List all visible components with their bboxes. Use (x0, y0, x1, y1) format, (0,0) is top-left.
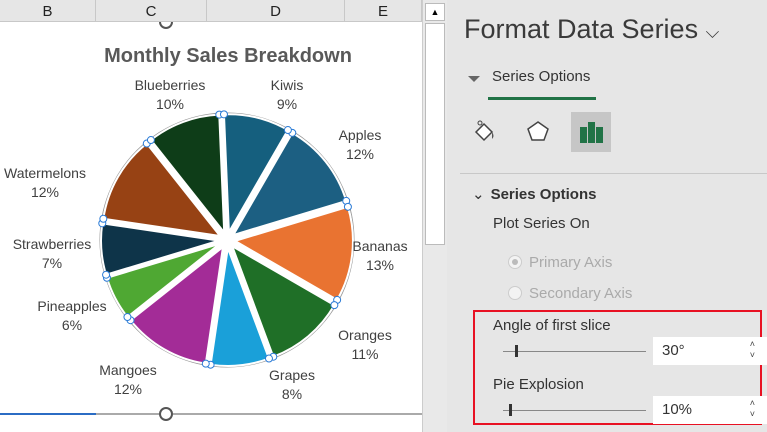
scroll-up-icon[interactable]: ▲ (425, 3, 445, 21)
explosion-slider[interactable] (503, 410, 646, 411)
data-label-percent[interactable]: 12% (346, 146, 374, 162)
data-label-percent[interactable]: 12% (31, 184, 59, 200)
spinner-icon[interactable]: ˄ ˅ (749, 339, 755, 360)
data-label-percent[interactable]: 11% (352, 346, 379, 362)
chart-resize-handle[interactable] (159, 22, 173, 29)
data-label-category[interactable]: Blueberries (135, 77, 206, 93)
column-header-c[interactable]: C (96, 0, 207, 22)
effects-icon[interactable] (518, 112, 558, 152)
data-label-percent[interactable]: 12% (114, 381, 142, 397)
divider (460, 173, 767, 174)
data-label-percent[interactable]: 10% (156, 96, 184, 112)
tab-series-options[interactable]: Series Options (492, 68, 591, 85)
pane-title-text: Format Data Series (464, 14, 699, 44)
pie-slice-bananas[interactable] (232, 205, 354, 302)
angle-slider-thumb[interactable] (515, 345, 518, 357)
data-label-percent[interactable]: 13% (366, 257, 394, 273)
secondary-axis-radio[interactable] (508, 286, 522, 300)
spreadsheet-area: B C D E Monthly Sales Breakdown Apples 12… (0, 0, 422, 432)
pie-chart[interactable]: Monthly Sales Breakdown Apples 12% Bananas… (0, 22, 422, 432)
section-series-options[interactable]: ⌄ Series Options (472, 185, 596, 203)
data-label-category[interactable]: Oranges (338, 327, 392, 343)
column-header-b[interactable]: B (0, 0, 96, 22)
selection-handle[interactable] (99, 214, 108, 223)
data-label-category[interactable]: Apples (339, 127, 382, 143)
format-data-series-pane: Format Data Series ⌵ Series Options ⌄ Ser… (447, 0, 767, 432)
selection-handle[interactable] (343, 202, 352, 211)
data-label-category[interactable]: Bananas (352, 238, 407, 254)
data-label-percent[interactable]: 9% (277, 96, 297, 112)
spinner-icon[interactable]: ˄ ˅ (749, 398, 755, 419)
chevron-down-icon[interactable]: ⌵ (705, 22, 720, 42)
data-label-percent[interactable]: 6% (62, 317, 82, 333)
angle-label: Angle of first slice (493, 317, 611, 334)
fill-line-icon[interactable] (465, 112, 505, 152)
plot-series-on-label: Plot Series On (493, 215, 590, 232)
column-header-e[interactable]: E (345, 0, 422, 22)
data-label-percent[interactable]: 8% (282, 386, 302, 402)
selection-handle[interactable] (264, 354, 273, 363)
vertical-scrollbar[interactable]: ▲ (422, 0, 447, 432)
scroll-thumb[interactable] (425, 23, 445, 245)
data-label-category[interactable]: Grapes (269, 367, 315, 383)
explosion-slider-thumb[interactable] (509, 404, 512, 416)
explosion-value: 10% (662, 401, 693, 418)
angle-input[interactable]: 30° ˄ ˅ (653, 337, 767, 365)
column-header-d[interactable]: D (207, 0, 345, 22)
selection-handle[interactable] (201, 359, 210, 368)
data-label-category[interactable]: Pineapples (37, 298, 106, 314)
data-label-category[interactable]: Strawberries (13, 236, 92, 252)
selection-handle[interactable] (330, 301, 339, 310)
selection-handle[interactable] (123, 313, 132, 322)
primary-axis-radio[interactable] (508, 255, 522, 269)
caret-down-icon (468, 76, 480, 82)
primary-axis-label: Primary Axis (529, 254, 613, 271)
explosion-input[interactable]: 10% ˄ ˅ (653, 396, 767, 424)
explosion-label: Pie Explosion (493, 376, 584, 393)
selection-handle[interactable] (146, 136, 155, 145)
selection-handle[interactable] (219, 110, 228, 119)
secondary-axis-label: Secondary Axis (529, 285, 633, 302)
angle-value: 30° (662, 342, 685, 359)
data-label-category[interactable]: Kiwis (271, 77, 304, 93)
section-label: Series Options (490, 186, 597, 203)
chevron-down-icon: ⌄ (472, 186, 485, 203)
pane-title[interactable]: Format Data Series ⌵ (464, 14, 719, 45)
series-options-icon[interactable] (571, 112, 611, 152)
highlight-box (473, 310, 762, 425)
selection-handle[interactable] (283, 126, 292, 135)
tab-underline (488, 97, 596, 100)
data-label-category[interactable]: Mangoes (99, 362, 157, 378)
angle-slider[interactable] (503, 351, 646, 352)
chart-title[interactable]: Monthly Sales Breakdown (104, 45, 352, 67)
chart-resize-handle[interactable] (159, 407, 173, 421)
data-label-percent[interactable]: 7% (42, 255, 62, 271)
selection-handle[interactable] (102, 270, 111, 279)
data-label-category[interactable]: Watermelons (4, 165, 86, 181)
